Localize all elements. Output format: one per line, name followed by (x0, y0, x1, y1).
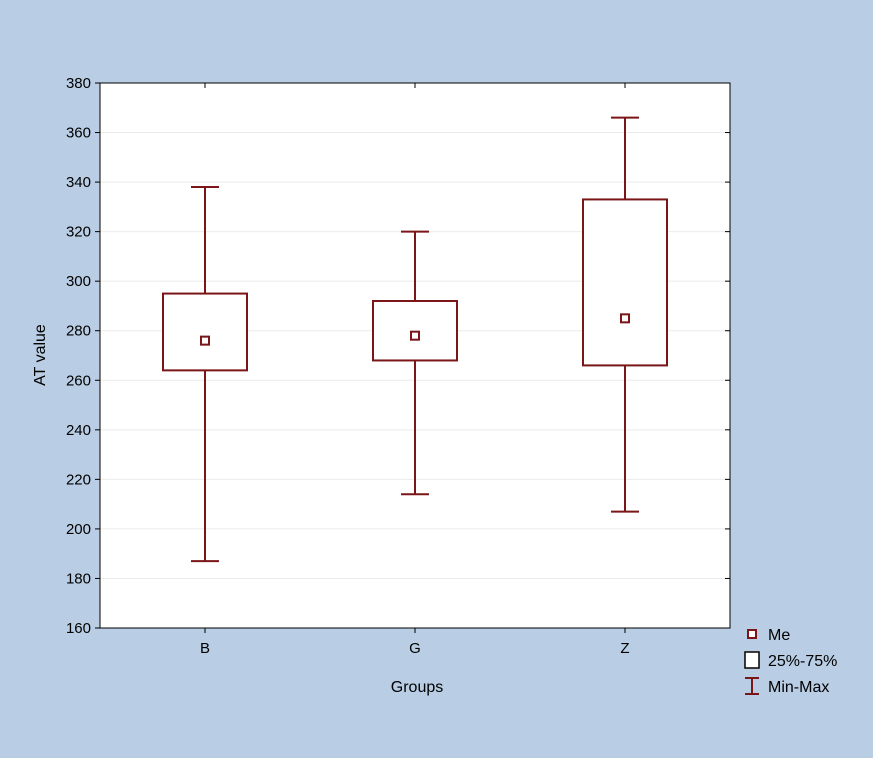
y-tick-label: 300 (66, 273, 91, 290)
y-tick-label: 240 (66, 422, 91, 439)
median-marker (620, 313, 630, 324)
iqr-box (162, 292, 248, 372)
median-marker (410, 330, 420, 341)
x-axis-title: Groups (391, 679, 443, 696)
y-tick-label: 260 (66, 372, 91, 389)
y-tick-label: 280 (66, 323, 91, 340)
y-tick-label: 160 (66, 620, 91, 637)
iqr-box (582, 198, 668, 367)
box-group-z (582, 116, 668, 513)
y-tick-label: 320 (66, 224, 91, 241)
y-tick-label: 200 (66, 521, 91, 538)
plot-frame (99, 82, 731, 629)
x-tick-label: G (409, 640, 421, 657)
x-tick-label: Z (620, 640, 629, 657)
y-tick-label: 340 (66, 174, 91, 191)
legend-label-box: 25%-75% (768, 653, 837, 670)
y-tick-label: 360 (66, 125, 91, 142)
y-axis-title: AT value (32, 324, 49, 386)
y-tick-label: 380 (66, 75, 91, 92)
y-axis: 160 180 200 220 240 260 280 300 320 340 360 380 (66, 75, 730, 637)
legend-median-icon (747, 629, 757, 639)
median-marker (200, 335, 210, 346)
box-group-b (162, 186, 248, 563)
boxes (162, 116, 668, 563)
legend: Me 25%-75% Min-Max (744, 627, 837, 696)
x-tick-label: B (200, 640, 210, 657)
legend-label-whisker: Min-Max (768, 679, 829, 696)
y-tick-label: 180 (66, 570, 91, 587)
legend-label-median: Me (768, 627, 790, 644)
box-group-g (372, 230, 458, 496)
y-tick-label: 220 (66, 471, 91, 488)
legend-box-icon (744, 651, 760, 669)
